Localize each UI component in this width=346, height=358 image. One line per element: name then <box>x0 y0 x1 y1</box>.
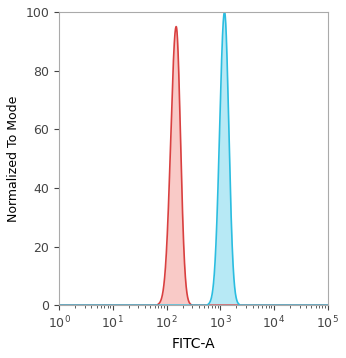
Y-axis label: Normalized To Mode: Normalized To Mode <box>7 95 20 222</box>
X-axis label: FITC-A: FITC-A <box>172 337 215 351</box>
